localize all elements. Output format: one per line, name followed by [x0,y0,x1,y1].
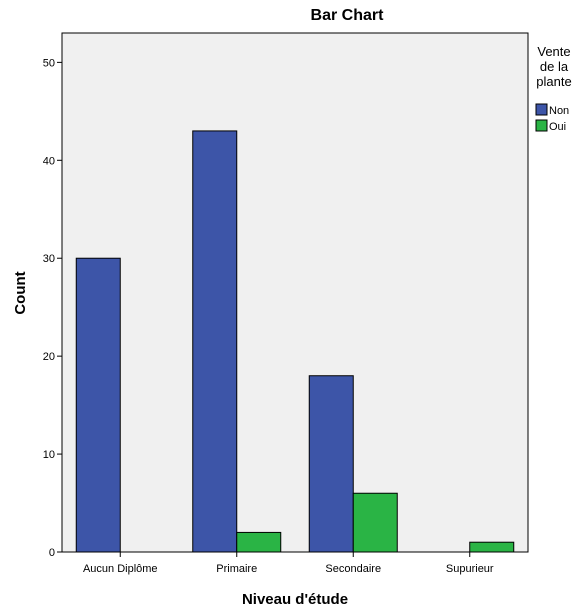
bar-oui-2 [352,492,398,553]
legend-title-line: plante [536,74,571,89]
y-axis-label: Count [12,271,29,314]
x-tick-label: Primaire [216,563,257,575]
x-tick-label: Secondaire [325,563,381,575]
y-tick-label: 40 [43,155,55,167]
bar-non-1 [192,130,238,553]
bar-oui-1 [236,531,282,553]
bars-layer [75,130,515,553]
legend-label-non: Non [549,105,569,117]
legend-swatch-non [535,103,548,116]
legend-label-oui: Oui [549,121,566,133]
x-tick-label: Aucun Diplôme [83,563,158,575]
bar-non-2 [308,375,354,553]
y-tick-label: 50 [43,57,55,69]
plot-area [61,32,529,553]
legend-title-line: Vente [537,44,570,59]
chart-title: Bar Chart [311,7,385,24]
bar-non-0 [75,257,121,553]
x-axis-label: Niveau d'étude [242,591,348,608]
bar-oui-3 [469,541,515,553]
axes-layer: Aucun Diplôme Primaire Secondaire Supurieur… [43,57,494,575]
y-tick-label: 0 [49,547,55,559]
legend-title-line: de la [540,59,569,74]
y-tick-label: 20 [43,351,55,363]
x-tick-label: Supurieur [446,563,494,575]
y-tick-label: 10 [43,449,55,461]
legend-swatch-oui [535,119,548,132]
y-tick-label: 30 [43,253,55,265]
